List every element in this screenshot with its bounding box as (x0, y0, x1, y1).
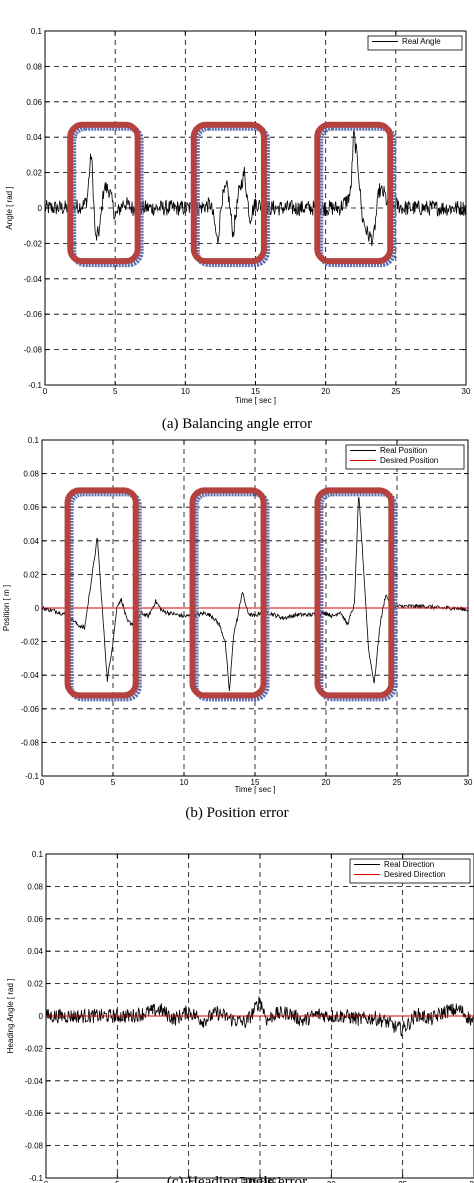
x-tick-label: 5 (113, 387, 118, 396)
figure-caption: (b) Position error (185, 805, 288, 821)
y-tick-label: 0.04 (27, 947, 43, 956)
y-tick-label: 0 (39, 1012, 44, 1021)
series-line-real-direction (45, 996, 474, 1038)
y-tick-label: 0.04 (23, 537, 39, 546)
y-tick-label: -0.08 (24, 346, 43, 355)
y-tick-label: 0.06 (27, 915, 43, 924)
y-tick-label: 0.02 (23, 570, 39, 579)
y-tick-label: -0.02 (21, 638, 40, 647)
x-tick-label: 0 (44, 1180, 49, 1183)
x-tick-label: 20 (321, 387, 330, 396)
y-tick-label: 0.08 (26, 62, 42, 71)
x-tick-label: 15 (251, 778, 260, 787)
y-tick-label: 0.06 (26, 98, 42, 107)
x-axis-label: Time [ sec ] (239, 1176, 280, 1183)
series-line-real-position (41, 496, 469, 692)
x-tick-label: 10 (184, 1180, 193, 1183)
x-tick-label: 15 (256, 1180, 265, 1183)
y-tick-label: 0 (35, 604, 40, 613)
y-tick-label: 0.02 (27, 980, 43, 989)
legend-box (345, 444, 465, 470)
highlight-box (190, 121, 267, 265)
chart-panel-1: 0.1 0.08 0.06 0.04 0.02 0 -0.02 -0.04 -0.06 -0.08… (5, 27, 471, 405)
legend-label: Real Direction (384, 860, 434, 869)
y-tick-label: -0.02 (24, 239, 43, 248)
x-tick-label: 0 (43, 387, 48, 396)
x-tick-label: 5 (111, 778, 116, 787)
y-tick-label: -0.08 (21, 738, 40, 747)
y-tick-label: -0.1 (25, 772, 39, 781)
y-tick-label: 0.1 (28, 436, 40, 445)
y-tick-label: -0.04 (21, 671, 40, 680)
highlight-box (64, 487, 139, 699)
y-axis-label: Position [ m ] (2, 585, 11, 631)
y-tick-label: -0.08 (25, 1142, 44, 1151)
x-tick-label: 20 (322, 778, 331, 787)
y-tick-label: -0.1 (29, 1174, 43, 1183)
x-tick-label: 15 (251, 387, 260, 396)
figure-caption: (c) Heading angle error (167, 1174, 307, 1183)
y-tick-label: 0.08 (27, 882, 43, 891)
y-tick-label: -0.04 (25, 1077, 44, 1086)
figure-caption: (a) Balancing angle error (162, 416, 312, 432)
y-axis-label: Heading Angle [ rad ] (6, 979, 15, 1054)
x-tick-label: 0 (40, 778, 45, 787)
legend-label: Real Position (380, 446, 427, 455)
legend-label: Desired Position (380, 456, 438, 465)
y-axis-label: Angle [ rad ] (5, 186, 14, 229)
chart-panel-2: 0.1 0.08 0.06 0.04 0.02 0 -0.02 -0.04 -0.06 -0.08… (2, 436, 473, 794)
highlight-box (314, 487, 395, 699)
highlight-box (67, 121, 141, 265)
highlight-box (314, 121, 394, 265)
x-tick-label: 25 (391, 387, 400, 396)
y-tick-label: -0.06 (25, 1109, 44, 1118)
y-tick-label: 0 (38, 204, 43, 213)
x-tick-label: 30 (470, 1180, 474, 1183)
y-tick-label: 0.06 (23, 503, 39, 512)
x-tick-label: 30 (464, 778, 473, 787)
y-tick-label: -0.02 (25, 1044, 44, 1053)
y-tick-label: -0.04 (24, 275, 43, 284)
x-tick-label: 30 (462, 387, 471, 396)
y-tick-label: 0.04 (26, 133, 42, 142)
highlight-box (189, 487, 267, 699)
x-axis-label: Time [ sec ] (235, 396, 276, 405)
y-tick-label: -0.06 (24, 310, 43, 319)
y-tick-label: 0.1 (31, 27, 43, 36)
x-tick-label: 10 (181, 387, 190, 396)
y-tick-label: -0.06 (21, 705, 40, 714)
x-tick-label: 20 (327, 1180, 336, 1183)
x-tick-label: 25 (393, 778, 402, 787)
y-tick-label: 0.08 (23, 470, 39, 479)
x-tick-label: 5 (115, 1180, 120, 1183)
y-tick-label: 0.02 (26, 169, 42, 178)
x-tick-label: 10 (180, 778, 189, 787)
chart-panel-3: 0.1 0.08 0.06 0.04 0.02 0 -0.02 -0.04 -0.06 -0.08… (6, 850, 474, 1183)
y-tick-label: 0.1 (32, 850, 44, 859)
legend-label: Desired Direction (384, 870, 445, 879)
legend-box (367, 35, 463, 51)
legend-box (349, 858, 471, 884)
y-tick-label: -0.1 (28, 381, 42, 390)
x-axis-label: Time [ sec ] (234, 785, 275, 794)
x-tick-label: 25 (398, 1180, 407, 1183)
legend-label: Real Angle (402, 37, 441, 46)
